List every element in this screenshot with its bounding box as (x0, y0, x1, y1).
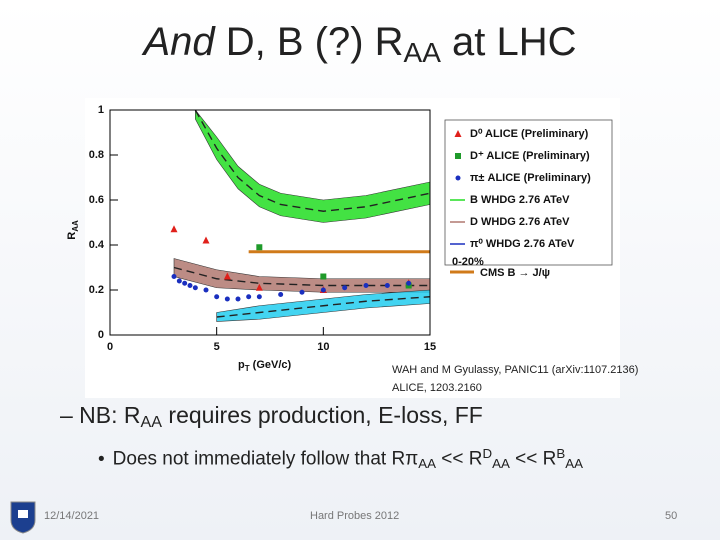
marker-triangle (454, 130, 462, 137)
y-axis-label: RAA (66, 220, 80, 240)
marker-circle (235, 296, 241, 302)
theory-center (173, 266, 430, 287)
marker-circle (320, 287, 326, 293)
marker-circle (278, 292, 284, 297)
legend-label: D WHDG 2.76 ATeV (470, 216, 570, 228)
y-tick-label: 1 (98, 104, 104, 116)
logo-book (18, 510, 28, 518)
bullet: – NB: RAA requires production, E-loss, F… (60, 402, 483, 432)
marker-triangle (255, 283, 263, 291)
x-label-part: T (245, 364, 250, 373)
marker-square (256, 244, 263, 251)
legend-label: π⁰ WHDG 2.76 ATeV (470, 238, 575, 250)
marker-circle (342, 285, 348, 291)
legend-note: 0-20% (452, 256, 484, 268)
theory-band (195, 110, 430, 223)
marker-circle (256, 294, 262, 300)
legend-label: π± ALICE (Preliminary) (470, 172, 591, 184)
marker-circle (182, 280, 188, 286)
x-label-part: (GeV/c) (250, 359, 292, 371)
legend-label: D⁰ ALICE (Preliminary) (470, 128, 589, 140)
marker-circle (384, 283, 390, 288)
slide-title: And D, B (?) RAA at LHC (0, 20, 720, 69)
marker-circle (224, 296, 230, 302)
theory-center (194, 110, 430, 212)
x-tick-label: 5 (214, 341, 220, 353)
x-tick-label: 10 (317, 341, 329, 353)
title-part: D, B (?) R (214, 20, 404, 64)
sub-bullet-part: << R (509, 448, 557, 470)
legend-label: B WHDG 2.76 ATeV (470, 194, 570, 206)
axes-frame (109, 109, 431, 336)
bullet-part: – NB: R (60, 402, 141, 428)
marker-circle (246, 294, 252, 300)
footer-page: 50 (665, 510, 678, 522)
sub-bullet-part: B (556, 446, 566, 461)
sub-bullet: • Does not immediately follow that RπAA <… (98, 446, 583, 471)
marker-circle (455, 175, 461, 181)
title-part: at LHC (440, 20, 577, 64)
y-tick-label: 0.8 (89, 149, 104, 161)
logo (10, 501, 36, 534)
x-tick-label: 15 (424, 341, 436, 353)
marker-circle (406, 280, 412, 286)
sub-bullet-part: AA (565, 455, 583, 471)
marker-square (320, 273, 327, 280)
marker-circle (187, 283, 193, 288)
y-tick-label: 0.6 (89, 194, 104, 206)
sub-bullet-part: Does not immediately follow that R (112, 448, 406, 470)
x-axis-label: pT (GeV/c) (238, 359, 292, 373)
legend-label: CMS B → J/ψ (480, 267, 550, 279)
sub-bullet-part: AA (418, 455, 437, 471)
marker-circle (214, 294, 220, 300)
citation: WAH and M Gyulassy, PANIC11 (arXiv:1107.… (392, 364, 639, 376)
footer-date: 12/14/2021 (44, 510, 100, 522)
sub-bullet-part: D (482, 446, 493, 461)
marker-circle (299, 289, 305, 295)
y-tick-label: 0.2 (89, 284, 104, 296)
sub-bullet-part: π (405, 448, 419, 470)
theory-center (216, 296, 430, 318)
y-tick-label: 0.4 (89, 239, 105, 251)
bullet-part: requires production, E-loss, FF (162, 402, 483, 428)
footer-event: Hard Probes 2012 (310, 510, 400, 522)
marker-circle (171, 274, 177, 279)
y-tick-label: 0 (98, 329, 104, 341)
marker-triangle (170, 225, 178, 233)
bullet-symbol: • (98, 448, 105, 470)
y-label-part: AA (71, 220, 80, 232)
y-label-part: R (66, 232, 78, 240)
marker-circle (203, 287, 209, 293)
legend-box (444, 119, 613, 266)
sub-bullet-part: AA (492, 455, 510, 471)
legend-label: D⁺ ALICE (Preliminary) (470, 150, 590, 162)
x-tick-label: 0 (107, 341, 113, 353)
x-label-part: p (238, 359, 245, 371)
sub-bullet-part: << R (436, 448, 483, 470)
marker-triangle (223, 272, 231, 280)
bullet-part: AA (140, 413, 163, 432)
marker-square (455, 153, 461, 159)
title-part: AA (403, 37, 441, 68)
citation: ALICE, 1203.2160 (392, 382, 482, 394)
marker-triangle (202, 236, 210, 244)
marker-circle (192, 285, 198, 291)
title-part: And (143, 20, 215, 64)
plot-layer (170, 110, 430, 322)
marker-circle (176, 278, 182, 284)
marker-circle (363, 283, 369, 288)
